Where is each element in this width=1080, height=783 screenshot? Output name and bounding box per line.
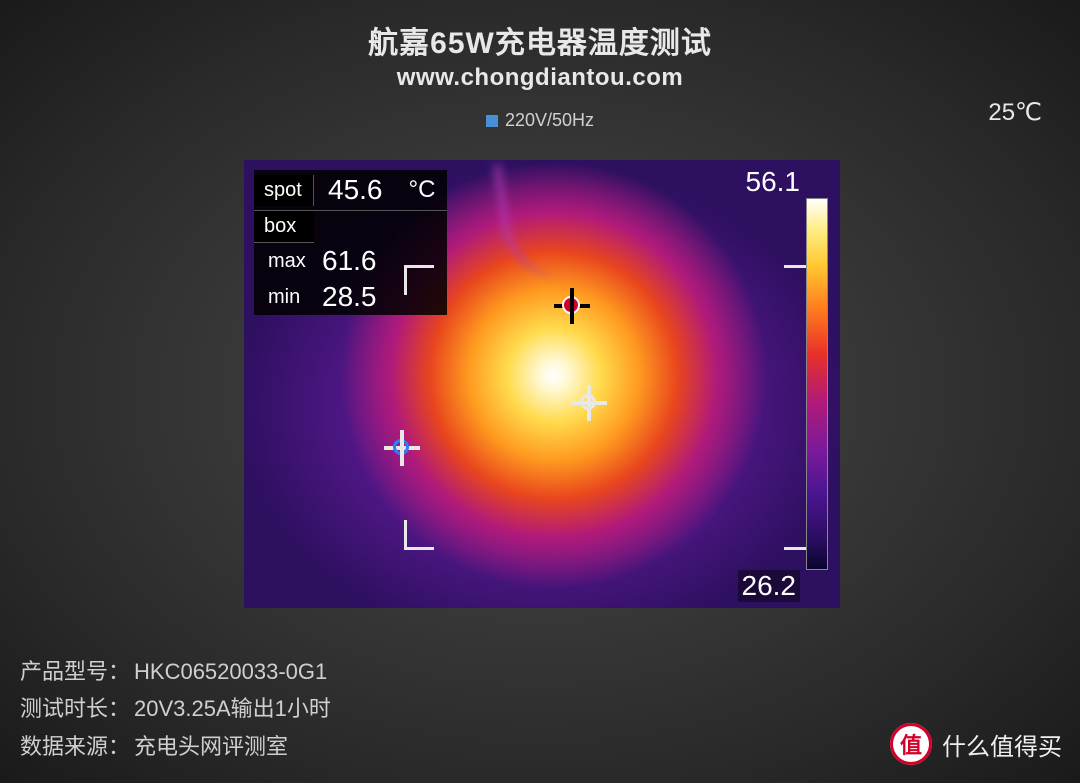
box-bracket-bl [404,520,434,550]
watermark-badge: 值 什么值得买 [890,723,1062,765]
meta-row: 产品型号：HKC06520033-0G1 [20,653,331,690]
legend: 220V/50Hz [0,110,1080,131]
metadata-block: 产品型号：HKC06520033-0G1 测试时长：20V3.25A输出1小时 … [20,653,331,765]
scale-max: 56.1 [746,166,801,198]
spot-unit: °C [397,172,448,208]
max-label: max [254,248,318,275]
meta-key: 测试时长： [20,690,130,727]
crosshair-cold-icon [384,430,420,466]
legend-swatch [486,115,498,127]
legend-label: 220V/50Hz [505,110,594,130]
box-label: box [254,211,314,243]
page-subtitle: www.chongdiantou.com [0,64,1080,92]
meta-val: HKC06520033-0G1 [134,653,327,690]
thermal-image-container: spot 45.6 °C box max 61.6 min 28.5 56.1 … [244,160,840,608]
meta-key: 数据来源： [20,728,130,765]
badge-circle-icon: 值 [890,723,932,765]
cable-shape [492,160,578,284]
page-title: 航嘉65W充电器温度测试 [0,18,1080,62]
min-value: 28.5 [318,279,391,315]
min-label: min [254,284,318,311]
meta-key: 产品型号： [20,653,130,690]
spot-value: 45.6 [314,170,397,210]
spot-label: spot [254,175,314,206]
scale-min: 26.2 [738,570,801,602]
crosshair-hot-icon [554,288,590,324]
thermal-image: spot 45.6 °C box max 61.6 min 28.5 56.1 … [244,160,840,608]
header: 航嘉65W充电器温度测试 www.chongdiantou.com [0,0,1080,92]
ambient-temp: 25℃ [988,98,1042,127]
badge-text: 什么值得买 [942,727,1062,762]
color-scale-bar [806,198,828,570]
box-bracket-tl [404,265,434,295]
max-value: 61.6 [318,243,391,279]
meta-val: 充电头网评测室 [134,728,288,765]
meta-val: 20V3.25A输出1小时 [134,690,331,727]
crosshair-center-icon [571,385,607,421]
meta-row: 数据来源：充电头网评测室 [20,728,331,765]
meta-row: 测试时长：20V3.25A输出1小时 [20,690,331,727]
